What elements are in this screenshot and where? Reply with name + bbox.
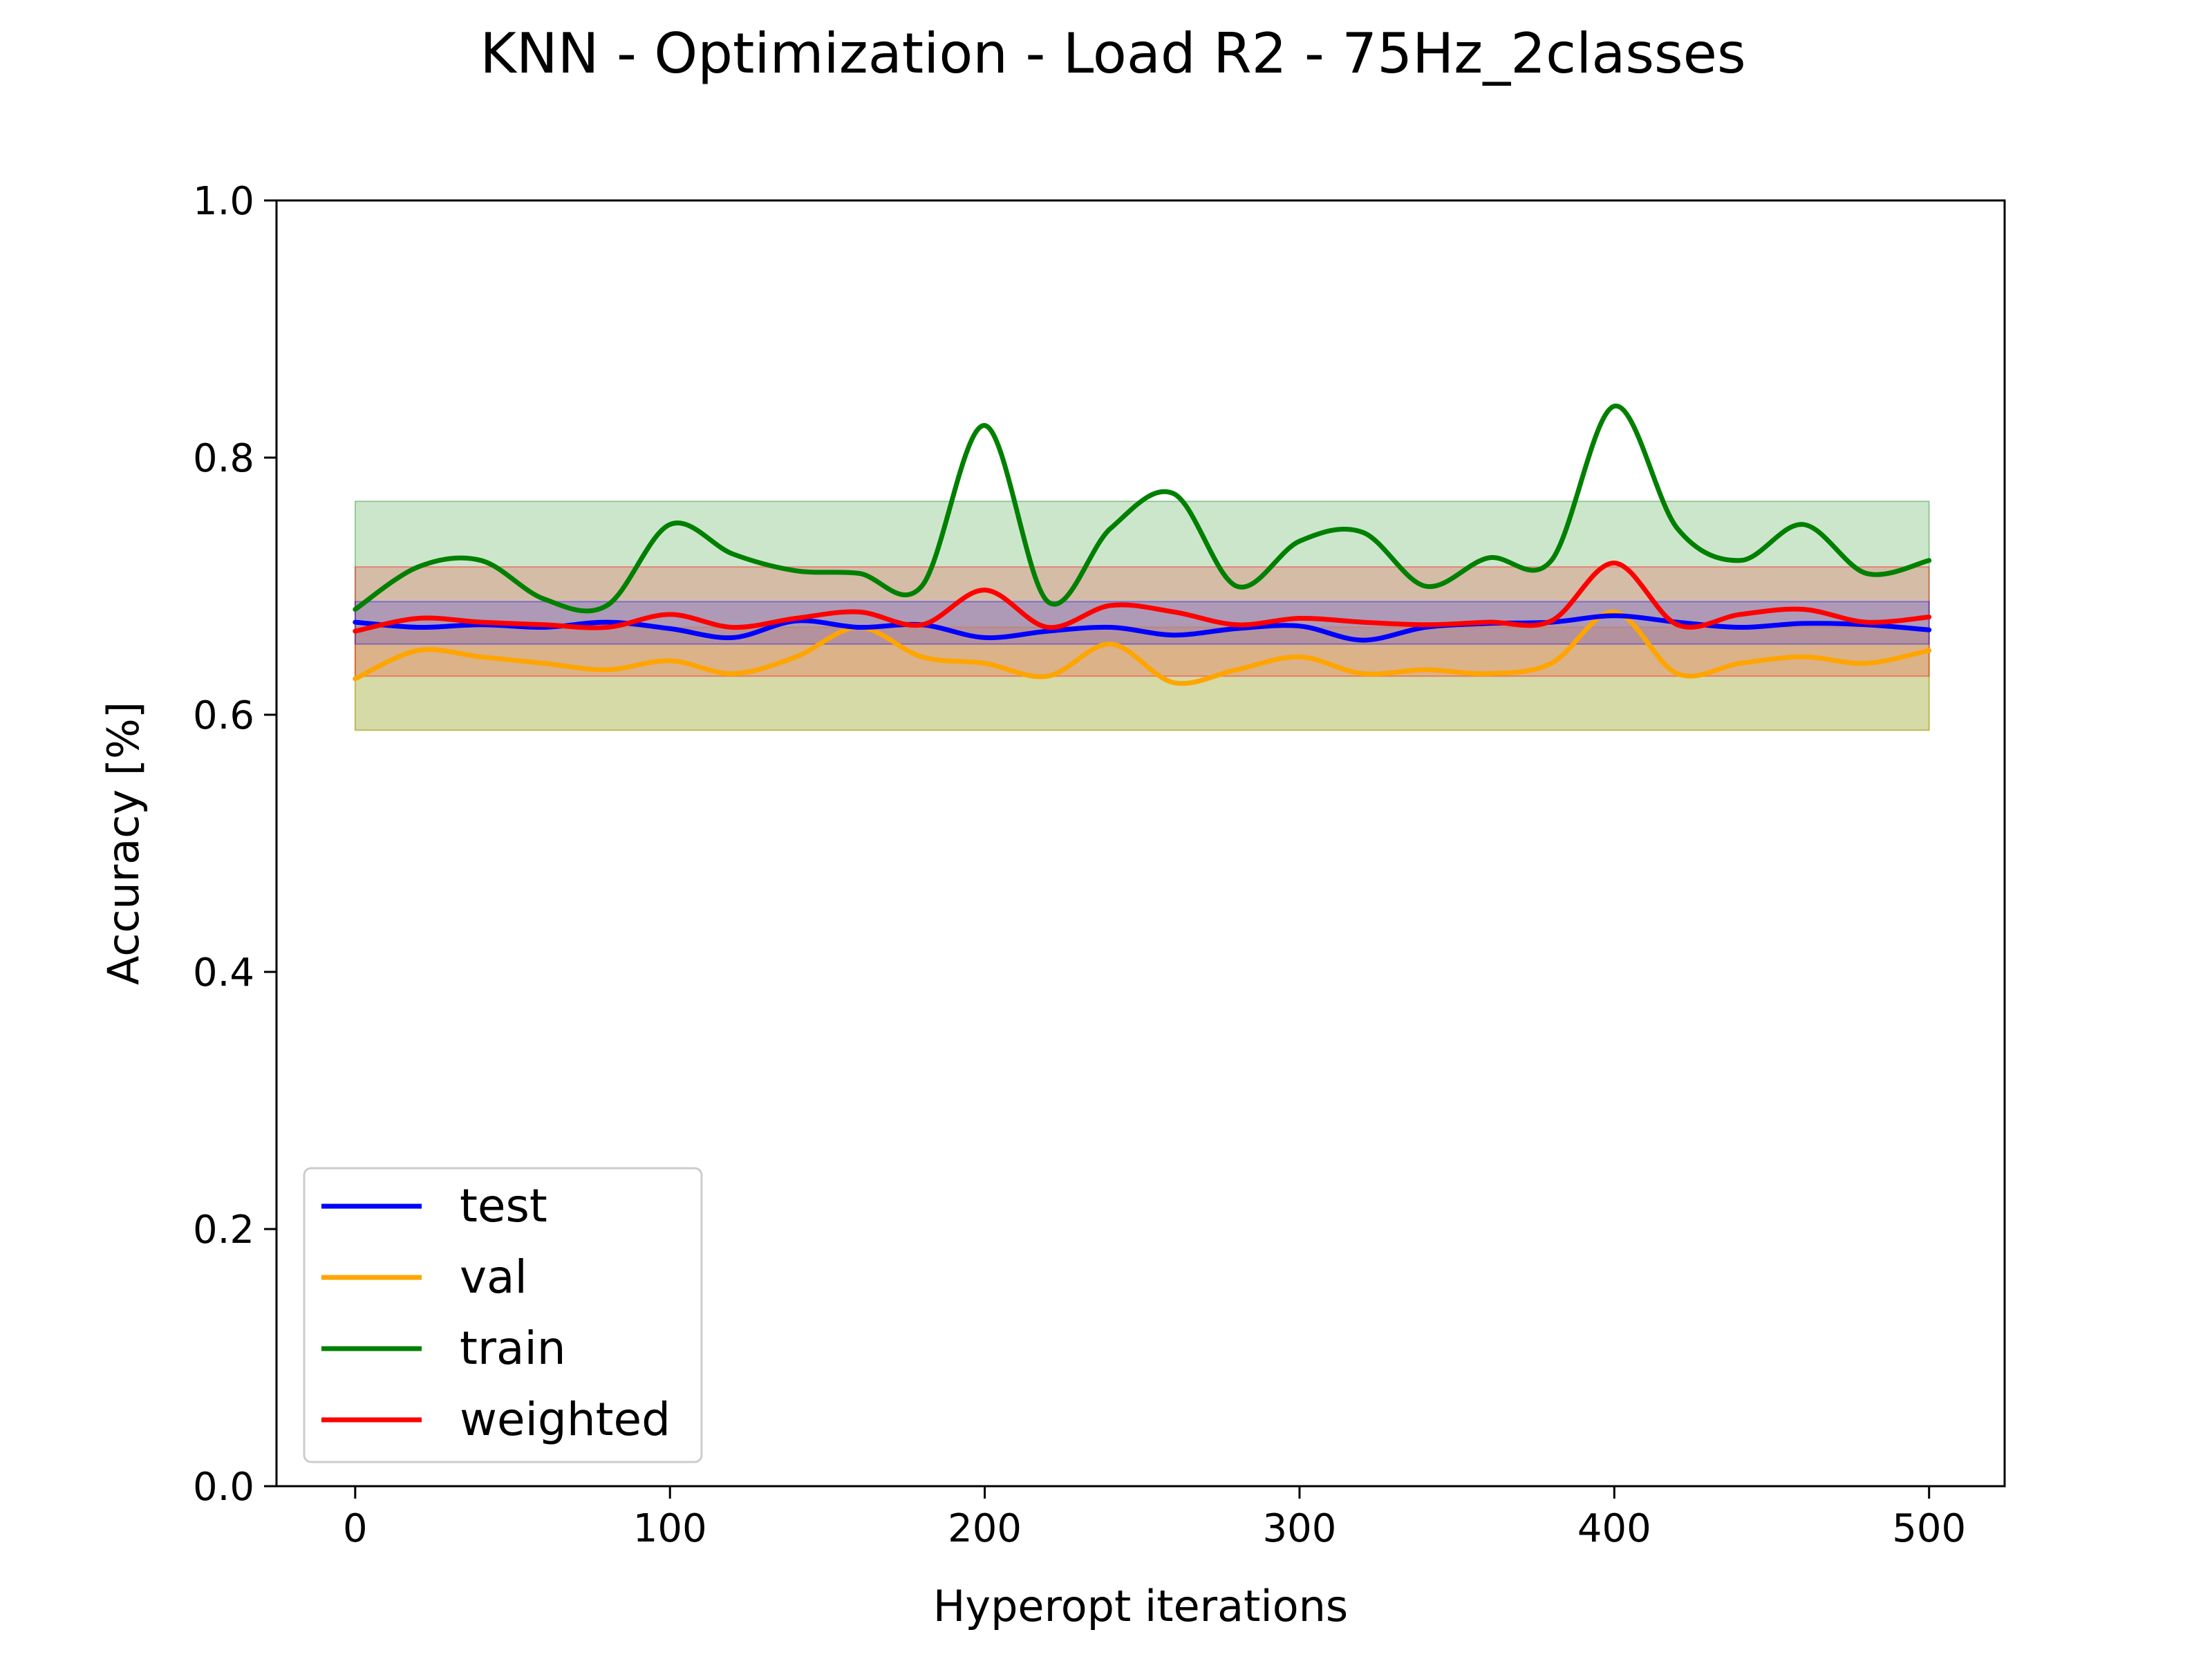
y-tick-label: 0.2 [193, 1208, 254, 1253]
x-axis: 0 100 200 300 400 500 [343, 1486, 1966, 1551]
legend-label-test: test [460, 1179, 547, 1232]
x-tick-label: 200 [948, 1506, 1022, 1551]
x-tick-label: 500 [1892, 1506, 1966, 1551]
y-tick-label: 0.0 [193, 1465, 254, 1510]
x-tick-label: 0 [343, 1506, 368, 1551]
y-tick-label: 0.4 [193, 950, 254, 995]
chart-title: KNN - Optimization - Load R2 - 75Hz_2cla… [480, 21, 1745, 86]
x-tick-label: 100 [633, 1506, 707, 1551]
y-axis-label: Accuracy [%] [98, 702, 149, 985]
weighted-line [353, 560, 1932, 634]
x-tick-label: 300 [1263, 1506, 1337, 1551]
val-line [353, 609, 1932, 686]
legend: test val train weighted [303, 1167, 703, 1463]
legend-label-val: val [460, 1250, 527, 1304]
val-band [354, 626, 1930, 731]
x-axis-label: Hyperopt iterations [933, 1581, 1348, 1631]
legend-box [303, 1167, 703, 1463]
y-tick-label: 1.0 [193, 179, 254, 224]
train-line [353, 404, 1932, 614]
y-axis: 0.0 0.2 0.4 0.6 0.8 1.0 [193, 179, 276, 1510]
y-tick-label: 0.6 [193, 693, 254, 738]
y-tick-label: 0.8 [193, 436, 254, 481]
confidence-bands [354, 500, 1930, 731]
x-tick-label: 400 [1577, 1506, 1651, 1551]
plot-frame [275, 199, 2006, 1488]
series-lines [353, 404, 1932, 686]
legend-label-weighted: weighted [460, 1393, 671, 1446]
legend-label-train: train [460, 1322, 566, 1375]
